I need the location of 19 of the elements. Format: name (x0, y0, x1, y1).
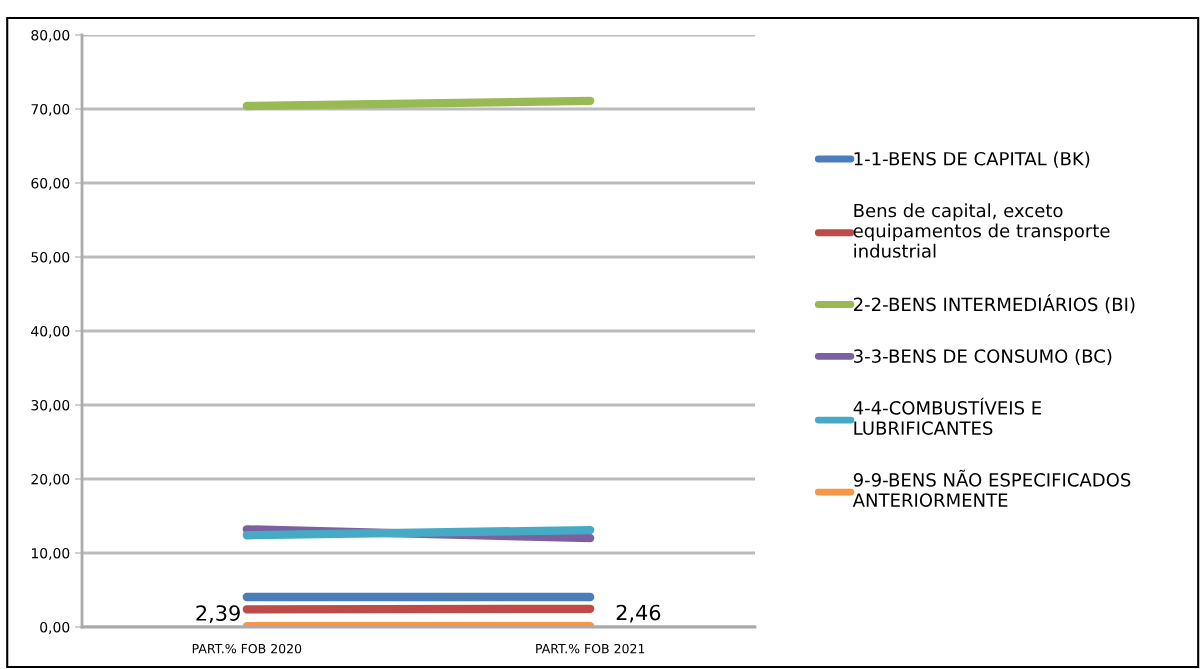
x-tick-label: PART.% FOB 2020 (192, 643, 302, 654)
y-tick-label: 0,00 (40, 621, 70, 634)
legend-label: 3-3-BENS DE CONSUMO (BC) (854, 348, 1112, 366)
legend-label: Bens de capital, exceto equipamentos de transporte industrial (853, 203, 1110, 258)
data-label: 2,46 (616, 604, 661, 623)
y-tick-label: 30,00 (31, 399, 70, 412)
y-tick-label: 80,00 (31, 29, 70, 42)
legend-label: 4-4-COMBUSTÍVEIS E LUBRIFICANTES (853, 397, 1042, 435)
y-tick-label: 10,00 (31, 547, 70, 560)
data-label: 2,39 (196, 605, 240, 624)
y-tick-label: 20,00 (31, 473, 70, 486)
y-tick-label: 60,00 (31, 177, 70, 190)
legend-label: 9-9-BENS NÃO ESPECIFICADOS ANTERIORMENTE (852, 469, 1131, 507)
y-tick-label: 70,00 (31, 103, 70, 116)
legend-label: 2-2-BENS INTERMEDIÁRIOS (BI) (853, 294, 1135, 314)
y-tick-label: 50,00 (31, 251, 70, 264)
y-tick-label: 40,00 (31, 325, 70, 338)
x-tick-label: PART.% FOB 2021 (536, 643, 645, 654)
legend-label: 1-1-BENS DE CAPITAL (BK) (854, 151, 1090, 168)
